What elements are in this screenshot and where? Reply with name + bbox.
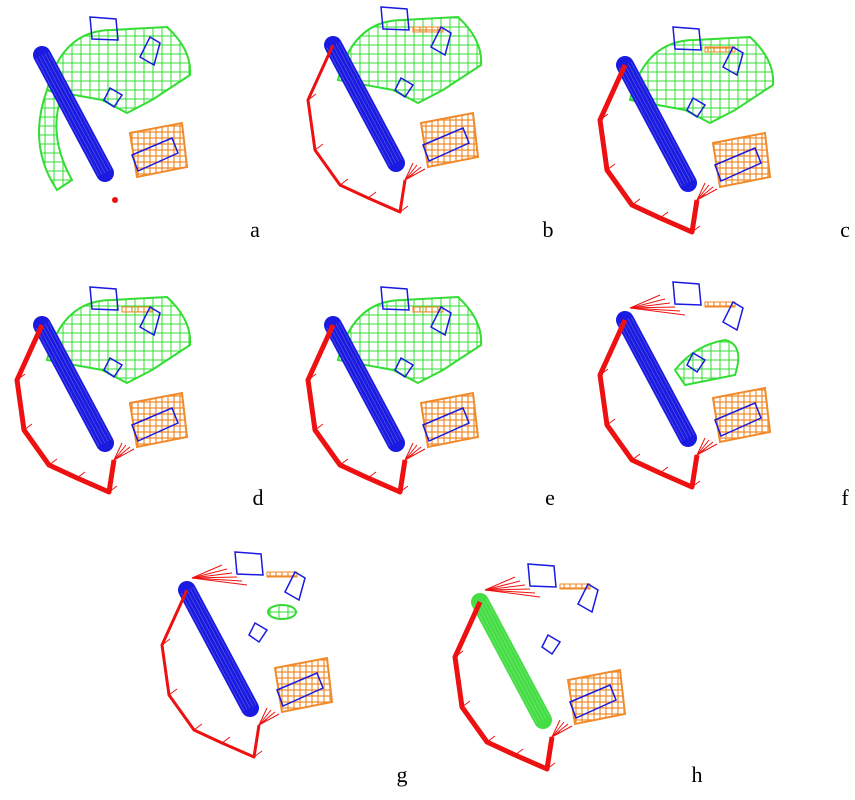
obstacle [249,623,267,642]
gripper [552,724,568,737]
occupied-cells [130,123,187,177]
gripper [114,447,130,460]
fan [485,590,535,593]
occupied-cells [568,670,625,724]
free-space-mesh [268,605,296,619]
arm-spur [222,737,230,743]
panel-label: g [397,762,408,787]
cylinder-line [181,593,244,711]
panel: c [600,27,850,242]
arm-spur [632,199,640,205]
occupied-cells [275,658,332,712]
panel: h [455,564,703,787]
gripper [405,167,421,180]
arm-spur [194,724,202,730]
cylinder-line [480,602,543,720]
obstacle [235,552,263,575]
gripper [259,712,275,725]
arm-spur [368,192,376,198]
gripper [697,187,713,200]
gripper [697,442,713,455]
arm-spur [487,736,495,742]
cylinder-line [486,599,549,717]
obstacle [673,282,701,305]
occupied-cells [130,393,187,447]
panel: d [17,287,264,510]
arm-spur [315,144,323,150]
arm-spur [49,459,57,465]
panel-label: c [840,217,850,242]
panel: e [308,287,555,510]
panel-label: b [543,217,554,242]
occupied-cells [713,388,770,442]
occupied-cells [421,113,478,167]
panel-label: e [545,485,555,510]
gripper [405,447,421,460]
arm-spur [340,179,348,185]
occupied-cells [713,133,770,187]
arm-spur [340,459,348,465]
panel-label: f [841,485,849,510]
cylinder-line [193,587,256,705]
free-space-mesh [675,340,738,385]
fan [485,590,540,597]
cylinder-line [483,601,546,719]
fan [630,308,685,315]
panel-label: h [692,762,703,787]
cylinder-line [190,589,253,707]
panel: a [36,17,260,242]
panel: g [162,552,408,787]
cylinder-line [477,604,540,722]
panel: b [308,7,554,242]
arm-spur [169,689,177,695]
fan [630,308,680,311]
obstacle [542,635,560,654]
panel-label: d [253,485,264,510]
cylinder-line [625,320,688,438]
fan [192,578,247,585]
panel-label: a [250,217,260,242]
cylinder-line [184,592,247,710]
cylinder-line [619,323,682,441]
obstacle [528,564,556,587]
figure: a b c d e f g h [0,0,855,800]
fan [192,578,242,581]
cylinder-line [474,605,537,723]
cylinder-line [187,590,250,708]
panel: f [600,282,849,510]
cylinder-line [622,322,685,440]
occupied-cells [421,393,478,447]
gripper [112,197,118,203]
arm-spur [632,454,640,460]
